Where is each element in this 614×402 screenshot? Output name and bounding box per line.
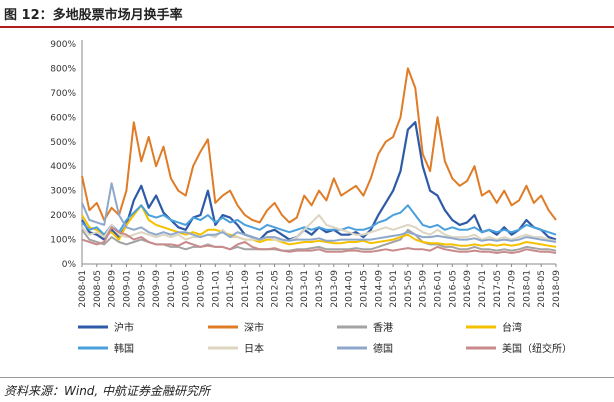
x-tick-label: 2017-01 — [478, 270, 488, 308]
series-line-5 — [81, 214, 557, 242]
x-tick-label: 2010-05 — [182, 270, 192, 308]
x-tick-label: 2015-09 — [419, 270, 429, 308]
x-tick-label: 2015-01 — [389, 270, 399, 308]
x-tick-label: 2008-05 — [93, 270, 103, 308]
x-tick-label: 2014-01 — [345, 270, 355, 308]
legend-label-3: 台湾 — [502, 321, 522, 334]
x-tick-label: 2012-05 — [271, 270, 281, 308]
y-tick-label: 200% — [50, 211, 76, 221]
x-tick-label: 2009-05 — [137, 270, 147, 308]
series-line-6 — [81, 182, 557, 243]
series-line-1 — [81, 67, 557, 224]
x-tick-label: 2018-09 — [552, 270, 562, 308]
series-line-7 — [81, 226, 557, 254]
series-line-4 — [81, 204, 557, 236]
legend-label-4: 韩国 — [114, 342, 134, 355]
y-axis-ticks: 0% 100% 200% 300% 400% 500% 600% 700% 800% 900% — [50, 40, 76, 270]
y-tick-label: 600% — [50, 113, 76, 123]
y-tick-label: 400% — [50, 162, 76, 172]
figure-source: 资料来源：Wind, 中航证券金融研究所 — [4, 384, 211, 398]
x-tick-label: 2008-09 — [108, 270, 118, 308]
series-line-3 — [81, 204, 557, 248]
x-tick-label: 2013-09 — [330, 270, 340, 308]
legend-label-2: 香港 — [373, 322, 393, 334]
y-tick-label: 300% — [50, 187, 76, 197]
x-tick-label: 2014-05 — [359, 270, 369, 308]
x-tick-label: 2016-09 — [463, 270, 473, 308]
x-tick-label: 2011-05 — [226, 270, 236, 308]
turnover-line-chart: 0% 100% 200% 300% 400% 500% 600% 700% 800% 900% 2… — [50, 40, 572, 355]
x-tick-label: 2009-09 — [152, 270, 162, 308]
legend-label-6: 德国 — [373, 342, 393, 355]
x-tick-label: 2009-01 — [122, 270, 132, 308]
y-tick-label: 900% — [50, 40, 76, 50]
x-tick-label: 2017-05 — [493, 270, 503, 308]
legend-label-5: 日本 — [244, 342, 264, 355]
source-divider — [0, 377, 614, 378]
x-tick-label: 2012-01 — [256, 270, 266, 308]
y-tick-label: 500% — [50, 138, 76, 148]
x-tick-label: 2016-01 — [434, 270, 444, 308]
x-tick-label: 2011-09 — [241, 270, 251, 308]
x-tick-label: 2008-01 — [78, 270, 88, 308]
x-tick-label: 2010-01 — [167, 270, 177, 308]
y-tick-label: 100% — [50, 236, 76, 246]
x-tick-label: 2013-01 — [300, 270, 310, 308]
legend-label-0: 沪市 — [114, 321, 134, 334]
title-divider — [0, 26, 614, 28]
x-tick-label: 2010-09 — [197, 270, 207, 308]
y-tick-label: 0% — [62, 260, 77, 270]
series-lines — [81, 67, 557, 254]
legend-label-1: 深市 — [244, 321, 264, 334]
x-tick-label: 2011-01 — [211, 270, 221, 308]
x-axis-ticks: 2008-01 2008-05 2008-09 2009-01 2009-05 2009-… — [78, 264, 562, 308]
y-tick-label: 800% — [50, 64, 76, 74]
y-tick-label: 700% — [50, 89, 76, 99]
x-tick-label: 2017-09 — [508, 270, 518, 308]
x-tick-label: 2013-05 — [315, 270, 325, 308]
x-tick-label: 2018-01 — [522, 270, 532, 308]
legend-label-7: 美国（纽交所） — [502, 342, 572, 355]
x-tick-label: 2018-05 — [537, 270, 547, 308]
figure-title: 图 12：多地股票市场月换手率 — [4, 8, 183, 23]
x-tick-label: 2015-05 — [404, 270, 414, 308]
x-tick-label: 2012-09 — [285, 270, 295, 308]
x-tick-label: 2014-09 — [374, 270, 384, 308]
x-tick-label: 2016-05 — [448, 270, 458, 308]
